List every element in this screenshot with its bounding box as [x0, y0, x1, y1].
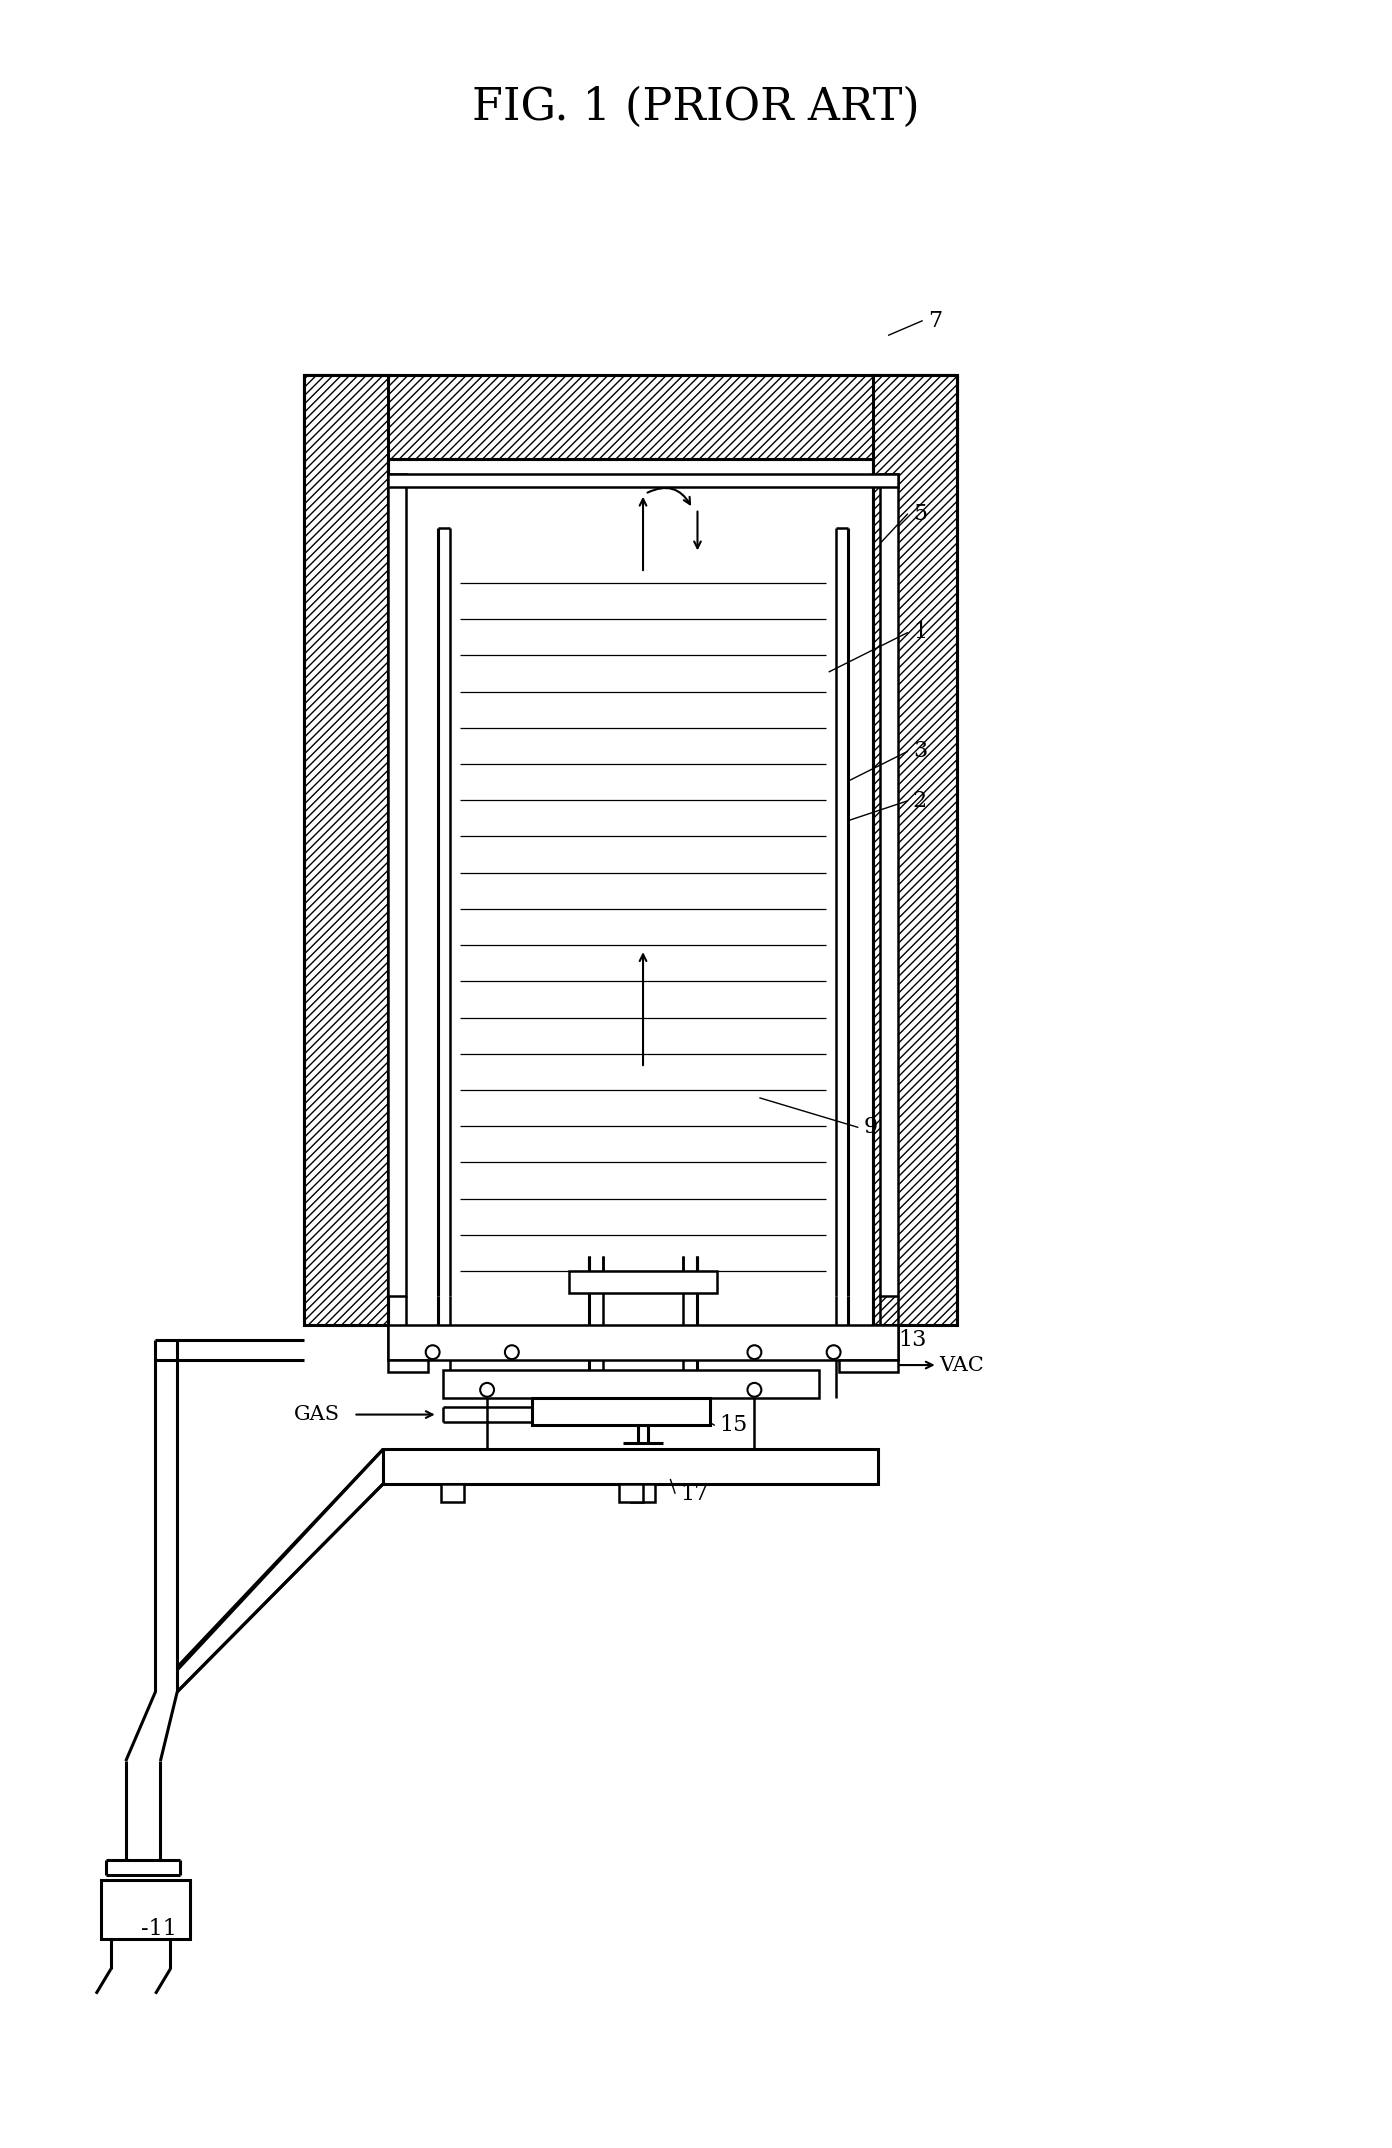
Text: 5: 5 — [913, 503, 927, 524]
Bar — [532, 1398, 710, 1426]
Bar — [303, 376, 958, 460]
Bar — [388, 1325, 898, 1360]
Text: 13: 13 — [898, 1330, 926, 1351]
Text: 17: 17 — [681, 1482, 709, 1506]
Circle shape — [480, 1383, 494, 1396]
Text: 7: 7 — [927, 309, 942, 331]
Text: FIG. 1 (PRIOR ART): FIG. 1 (PRIOR ART) — [472, 86, 920, 129]
Text: 15: 15 — [720, 1413, 748, 1437]
Bar — [383, 1450, 878, 1484]
Bar — [303, 376, 388, 1325]
Bar — [880, 475, 898, 1295]
Circle shape — [827, 1345, 841, 1360]
Bar — [443, 1370, 818, 1398]
Bar — [102, 1880, 191, 1940]
Text: 2: 2 — [913, 790, 927, 812]
Text: 3: 3 — [913, 741, 927, 763]
Bar — [619, 1484, 643, 1501]
Bar — [388, 1360, 427, 1373]
Text: VAC: VAC — [940, 1355, 984, 1375]
Bar — [441, 1484, 465, 1501]
Circle shape — [426, 1345, 440, 1360]
Bar — [838, 1360, 898, 1373]
Text: GAS: GAS — [294, 1405, 340, 1424]
Circle shape — [748, 1383, 761, 1396]
Text: 9: 9 — [863, 1117, 877, 1138]
Text: -11: -11 — [141, 1918, 177, 1940]
Circle shape — [748, 1345, 761, 1360]
Bar — [873, 376, 958, 1325]
Bar — [388, 475, 898, 485]
Bar — [569, 1272, 717, 1293]
Bar — [631, 1484, 654, 1501]
Bar — [388, 475, 406, 1295]
Text: 1: 1 — [913, 621, 927, 644]
Circle shape — [505, 1345, 519, 1360]
